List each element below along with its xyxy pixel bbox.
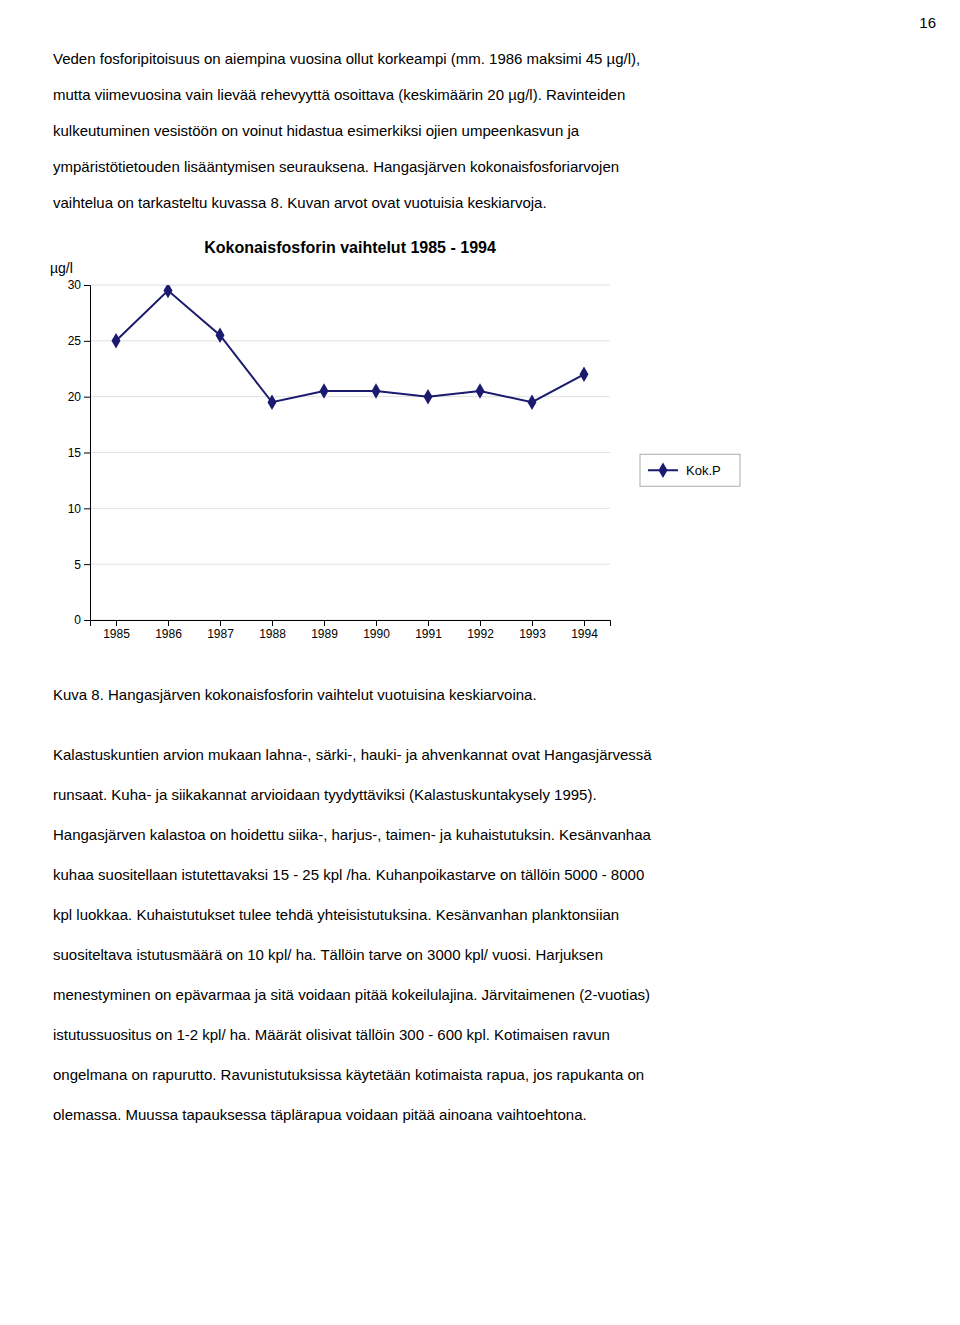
series-marker <box>476 383 485 399</box>
x-tick-mark <box>480 620 481 626</box>
x-tick-mark <box>584 620 585 626</box>
series-marker <box>528 394 537 410</box>
x-tick-mark <box>116 620 117 626</box>
y-tick-label: 15 <box>68 446 82 460</box>
x-tick-label: 1990 <box>363 627 390 641</box>
x-tick-label: 1993 <box>519 627 546 641</box>
x-tick-label: 1992 <box>467 627 494 641</box>
series-marker <box>424 389 433 405</box>
series-line <box>116 291 584 403</box>
bottom-paragraph: Kalastuskuntien arvion mukaan lahna-, sä… <box>53 746 652 1123</box>
plot-area <box>112 285 589 410</box>
x-tick-mark <box>428 620 429 626</box>
y-tick-mark <box>84 620 90 621</box>
y-tick-mark <box>84 285 90 286</box>
paragraph-line: menestyminen on epävarmaa ja sitä voidaa… <box>53 986 650 1003</box>
grid-line <box>90 452 610 453</box>
grid-line <box>90 340 610 341</box>
legend-marker <box>659 462 668 478</box>
paragraph-line: Veden fosforipitoisuus on aiempina vuosi… <box>53 50 640 67</box>
grid-line <box>90 564 610 565</box>
y-tick-mark <box>84 508 90 509</box>
y-tick-mark <box>84 397 90 398</box>
paragraph-line: kulkeutuminen vesistöön on voinut hidast… <box>53 122 580 139</box>
x-tick: 1987 <box>207 620 234 641</box>
x-tick: 1986 <box>155 620 182 641</box>
y-tick-mark <box>84 453 90 454</box>
x-tick-label: 1986 <box>155 627 182 641</box>
caption: Kuva 8. Hangasjärven kokonaisfosforin va… <box>53 686 537 703</box>
chart: 0 5 10 15 20 25 30 1985 1986 1987 1988 1989 1990 1991… <box>68 278 611 640</box>
x-tick-label: 1989 <box>311 627 338 641</box>
x-tick-label: 1994 <box>571 627 598 641</box>
x-tick: 1994 <box>571 620 598 641</box>
paragraph-line: Hangasjärven kalastoa on hoidettu siika-… <box>53 826 651 843</box>
series-marker <box>216 327 225 343</box>
y-tick: 0 <box>74 613 90 627</box>
y-tick: 30 <box>68 278 90 292</box>
x-axis-line <box>91 621 611 627</box>
page-number: 16 <box>919 14 936 31</box>
x-axis: 1985 1986 1987 1988 1989 1990 1991 1992 1993 1994 <box>91 620 611 641</box>
y-tick-label: 20 <box>68 390 82 404</box>
x-tick: 1990 <box>363 620 390 641</box>
y-tick: 20 <box>68 390 90 404</box>
y-tick-label: 5 <box>74 558 81 572</box>
legend: Kok.P <box>640 454 740 486</box>
series-marker <box>112 333 121 349</box>
x-tick: 1992 <box>467 620 494 641</box>
x-tick-label: 1988 <box>259 627 286 641</box>
series-marker <box>268 394 277 410</box>
paragraph-line: runsaat. Kuha- ja siikakannat arvioidaan… <box>53 786 597 803</box>
y-tick: 25 <box>68 334 90 348</box>
paragraph-line: ongelmana on rapurutto. Ravunistutuksiss… <box>53 1066 644 1083</box>
paragraph-line: kuhaa suositellaan istutettavaksi 15 - 2… <box>53 866 644 883</box>
grid <box>90 285 610 620</box>
y-tick: 10 <box>68 502 90 516</box>
series-marker <box>320 383 329 399</box>
y-tick-mark <box>84 341 90 342</box>
x-tick-mark <box>220 620 221 626</box>
series-marker <box>164 285 173 298</box>
paragraph-line: vaihtelua on tarkasteltu kuvassa 8. Kuva… <box>53 194 547 211</box>
x-tick-mark <box>324 620 325 626</box>
paragraph-line: kpl luokkaa. Kuhaistutukset tulee tehdä … <box>53 906 619 923</box>
paragraph-line: olemassa. Muussa tapauksessa täplärapua … <box>53 1106 587 1123</box>
legend-label: Kok.P <box>686 463 721 478</box>
x-tick: 1985 <box>103 620 130 641</box>
y-tick: 15 <box>68 446 90 460</box>
series-marker <box>580 367 589 383</box>
x-tick: 1988 <box>259 620 286 641</box>
paragraph-line: suositeltava istutusmäärä on 10 kpl/ ha.… <box>53 946 603 963</box>
paragraph-line: mutta viimevuosina vain lievää rehevyytt… <box>53 86 625 103</box>
x-tick: 1993 <box>519 620 546 641</box>
x-tick-mark <box>272 620 273 626</box>
paragraph-line: ympäristötietouden lisääntymisen seurauk… <box>53 158 619 175</box>
x-tick-label: 1985 <box>103 627 130 641</box>
x-tick: 1989 <box>311 620 338 641</box>
x-tick-label: 1987 <box>207 627 234 641</box>
x-tick-mark <box>168 620 169 626</box>
x-tick-label: 1991 <box>415 627 442 641</box>
y-tick-label: 25 <box>68 334 82 348</box>
page: 16 Veden fosforipitoisuus on aiempina vuo… <box>0 0 960 1325</box>
legend-box <box>640 454 740 486</box>
y-axis-label: µg/l <box>50 260 73 276</box>
x-tick: 1991 <box>415 620 442 641</box>
chart-title: Kokonaisfosforin vaihtelut 1985 - 1994 <box>204 239 496 256</box>
y-axis: 0 5 10 15 20 25 30 <box>68 278 91 627</box>
x-tick-mark <box>376 620 377 626</box>
paragraph-line: istutussuositus on 1-2 kpl/ ha. Määrät o… <box>53 1026 610 1043</box>
grid-line <box>90 508 610 509</box>
y-axis-line <box>84 286 91 621</box>
series-marker <box>372 383 381 399</box>
y-tick-label: 30 <box>68 278 82 292</box>
x-tick-mark <box>532 620 533 626</box>
y-tick-mark <box>84 564 90 565</box>
paragraph-line: Kalastuskuntien arvion mukaan lahna-, sä… <box>53 746 652 763</box>
top-paragraph: Veden fosforipitoisuus on aiempina vuosi… <box>53 50 640 211</box>
y-tick-label: 10 <box>68 502 82 516</box>
y-tick: 5 <box>74 558 90 572</box>
y-tick-label: 0 <box>74 613 81 627</box>
